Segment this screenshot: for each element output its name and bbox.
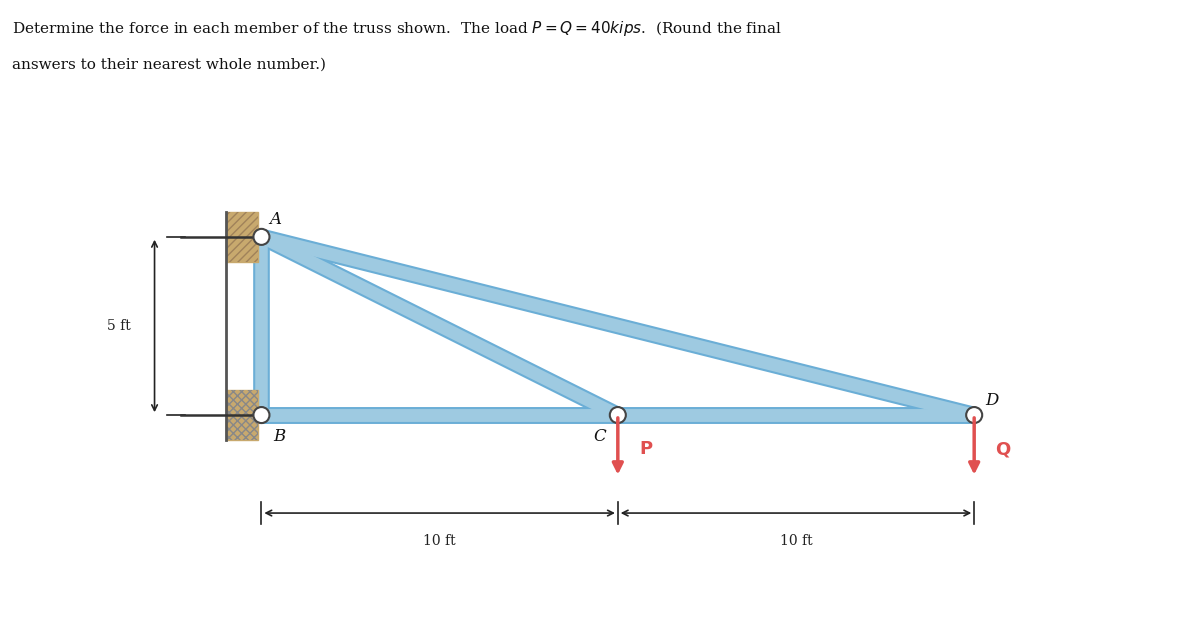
Text: 10 ft: 10 ft <box>424 534 456 548</box>
Text: 10 ft: 10 ft <box>780 534 812 548</box>
Text: C: C <box>594 428 606 445</box>
Circle shape <box>966 407 983 423</box>
Circle shape <box>610 407 626 423</box>
Text: P: P <box>640 440 653 458</box>
Text: D: D <box>985 392 998 410</box>
Text: Determine the force in each member of the truss shown.  The load $P = Q = 40kips: Determine the force in each member of th… <box>12 19 781 38</box>
Text: 5 ft: 5 ft <box>107 319 131 333</box>
Bar <box>226 212 258 262</box>
Circle shape <box>253 407 270 423</box>
Text: answers to their nearest whole number.): answers to their nearest whole number.) <box>12 58 326 72</box>
Text: Q: Q <box>996 440 1010 458</box>
Text: B: B <box>274 428 286 445</box>
Circle shape <box>253 229 270 245</box>
Bar <box>226 390 258 440</box>
Bar <box>226 390 258 440</box>
Text: A: A <box>270 211 282 228</box>
Bar <box>226 212 258 262</box>
